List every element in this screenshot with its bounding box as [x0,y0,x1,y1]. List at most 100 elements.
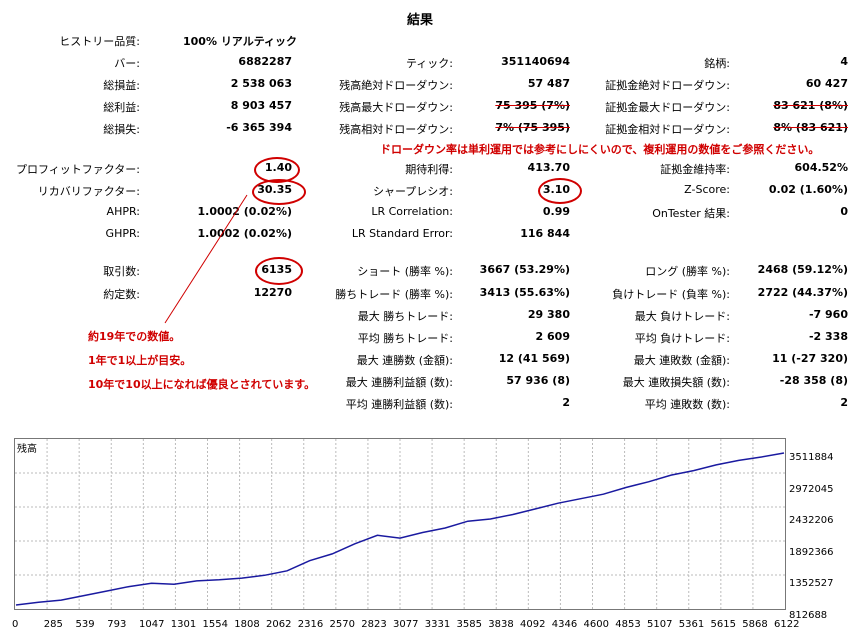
stat-value: 351140694 [501,55,570,68]
stat-label: 取引数: [103,265,140,278]
stat-value: 75 395 (7%) [495,99,570,112]
stat-label: OnTester 結果: [652,207,730,220]
stat-value: 100% リアルティック [183,35,298,48]
stat-value: 2 538 063 [230,77,292,90]
stat-label: 平均 勝ちトレード: [357,332,453,345]
stat-value: 57 487 [527,77,570,90]
stat-value: 116 844 [520,227,570,240]
stat-value: 57 936 (8) [506,374,570,387]
recovery-factor-highlight [252,179,306,205]
x-tick-label: 5361 [678,619,705,630]
stat-label: ロング (勝率 %): [645,265,730,278]
stat-label: ヒストリー品質: [59,35,140,48]
stat-value: 0.02 (1.60%) [768,183,848,196]
stat-value: -7 960 [808,308,848,321]
stat-value: 2 [562,396,570,409]
stat-value: 11 (-27 320) [772,352,848,365]
x-tick-label: 3838 [488,619,514,630]
stat-value: 3667 (53.29%) [479,263,570,276]
stat-label: 証拠金維持率: [660,163,730,176]
stat-value: -6 365 394 [226,121,292,134]
stat-label: 勝ちトレード (勝率 %): [335,288,453,301]
x-tick-label: 2062 [266,619,292,630]
stat-value: 2722 (44.37%) [757,286,848,299]
stat-label: 期待利得: [405,163,453,176]
x-tick-label: 2570 [329,619,355,630]
x-tick-label: 3585 [456,619,482,630]
stat-label: GHPR: [105,227,140,240]
x-tick-label: 285 [43,619,63,630]
x-tick-label: 5868 [742,619,768,630]
x-tick-label: 1554 [202,619,228,630]
stat-value: 8% (83 621) [773,121,848,134]
balance-chart: 残高 [14,438,786,610]
stat-value: 2 609 [535,330,570,343]
x-tick-label: 1047 [139,619,165,630]
stat-label: 証拠金絶対ドローダウン: [605,79,730,92]
y-tick-label: 812688 [789,609,828,621]
stat-label: 平均 連敗数 (数): [644,398,730,411]
stat-label: 約定数: [103,288,140,301]
stat-label: バー: [114,57,140,70]
stat-label: 残高最大ドローダウン: [339,101,453,114]
stat-label: 負けトレード (負率 %): [612,288,730,301]
stat-label: 平均 連勝利益額 (数): [345,398,453,411]
x-tick-label: 6122 [774,619,800,630]
report-title: 結果 [406,13,433,28]
y-tick-label: 1892366 [789,546,834,558]
stat-label: 残高相対ドローダウン: [339,123,453,136]
x-tick-label: 2316 [297,619,324,630]
stat-label: 平均 負けトレード: [634,332,730,345]
stat-label: 総利益: [103,101,140,114]
stat-value: -28 358 (8) [779,374,848,387]
stat-label: 最大 勝ちトレード: [357,310,453,323]
stat-label: 証拠金最大ドローダウン: [605,101,730,114]
annotation-note-1: 約19年での数値。 [88,330,181,343]
stat-value: 12270 [253,286,292,299]
balance-series-line [15,452,785,606]
stat-label: 最大 連敗数 (金額): [633,354,730,367]
drawdown-note: ドローダウン率は単利運用では参考にしにくいので、複利運用の数値をご参照ください。 [380,143,820,156]
stat-value: 413.70 [527,161,570,174]
stat-value: 0 [840,205,848,218]
stat-value: 4 [840,55,848,68]
stat-label: 総損失: [103,123,140,136]
stat-label: リカバリファクター: [37,185,140,198]
stat-value: 6882287 [238,55,292,68]
stat-value: 1.0002 (0.02%) [197,205,293,218]
balance-line-chart [15,439,785,609]
stat-value: 8 903 457 [230,99,292,112]
stat-label: 最大 連勝数 (金額): [356,354,453,367]
x-tick-label: 0 [12,619,19,630]
y-tick-label: 1352527 [789,578,834,589]
x-tick-label: 4853 [615,619,641,630]
stat-value: 2 [840,396,848,409]
stat-label: LR Standard Error: [351,227,453,240]
stat-label: 証拠金相対ドローダウン: [605,123,730,136]
x-tick-label: 793 [107,619,127,630]
trades-highlight [255,257,303,285]
stat-label: 総損益: [103,79,140,92]
x-tick-label: 3077 [393,619,419,630]
x-tick-label: 4600 [583,619,609,630]
stat-label: Z-Score: [684,183,730,196]
stat-label: 最大 連勝利益額 (数): [345,376,453,389]
stat-label: 銘柄: [704,57,730,70]
x-tick-label: 4092 [520,619,546,630]
stat-value: -2 338 [808,330,848,343]
annotation-note-3: 10年で10以上になれば優良とされています。 [88,378,316,391]
stat-label: ティック: [405,57,453,70]
stat-label: シャープレシオ: [372,185,453,198]
stat-value: 83 621 (8%) [773,99,848,112]
y-tick-label: 2972045 [789,483,834,495]
y-tick-label: 3511884 [789,452,834,463]
stat-value: 3413 (55.63%) [479,286,570,299]
x-tick-label: 4346 [551,619,578,630]
stat-value: 0.99 [542,205,570,218]
x-tick-label: 1301 [170,619,197,630]
stat-value: 12 (41 569) [498,352,570,365]
x-tick-label: 1808 [234,619,260,630]
stat-label: 残高絶対ドローダウン: [339,79,453,92]
stat-value: 1.0002 (0.02%) [197,227,293,240]
